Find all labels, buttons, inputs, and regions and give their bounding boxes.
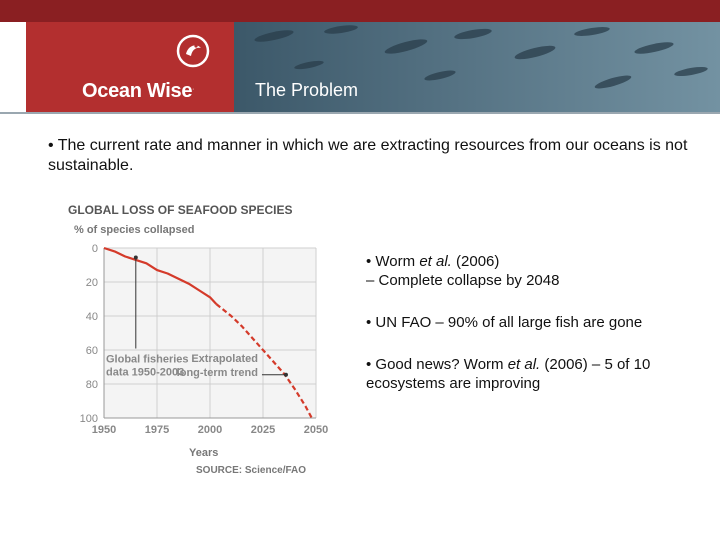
y-tick-label: 40 <box>86 311 98 323</box>
bullet-un-fao: • UN FAO – 90% of all large fish are gon… <box>366 314 643 331</box>
annotation-label: Extrapolated <box>191 353 258 365</box>
annotation-label: Global fisheries <box>106 354 189 366</box>
chart-source: SOURCE: Science/FAO <box>196 465 306 476</box>
y-tick-label: 80 <box>86 379 98 391</box>
side-bullets: • Worm et al. (2006) – Complete collapse … <box>366 252 696 416</box>
series-line <box>103 246 218 305</box>
seafood-loss-chart: GLOBAL LOSS OF SEAFOOD SPECIES % of spec… <box>68 203 328 476</box>
y-tick-label: 100 <box>80 413 98 425</box>
x-tick-label: 1950 <box>92 424 116 436</box>
y-tick-label: 0 <box>92 243 98 255</box>
x-tick-label: 2000 <box>198 424 222 436</box>
main-bullet: • The current rate and manner in which w… <box>48 137 688 174</box>
ocean-wise-logo-icon <box>176 34 210 68</box>
annotation-label: data 1950-2003 <box>106 367 184 379</box>
y-tick-label: 60 <box>86 345 98 357</box>
brand-name: Ocean Wise. <box>82 80 194 102</box>
annotation-label: long-term trend <box>177 367 258 379</box>
x-tick-label: 2050 <box>304 424 328 436</box>
chart-ylabel: % of species collapsed <box>74 224 194 236</box>
header-divider <box>0 112 720 114</box>
bullet-good-news: • Good news? Worm et al. (2006) – 5 of 1… <box>366 356 651 392</box>
top-bar <box>0 0 720 22</box>
y-tick-label: 20 <box>86 277 98 289</box>
annotation-dot <box>133 255 138 260</box>
slide-title: The Problem <box>255 80 359 100</box>
header-fish-image <box>234 22 720 112</box>
annotation-dot <box>283 372 288 377</box>
chart-title: GLOBAL LOSS OF SEAFOOD SPECIES <box>68 203 292 217</box>
x-tick-label: 2025 <box>251 424 275 436</box>
chart-xlabel: Years <box>189 447 218 459</box>
bullet-worm-collapse: • Worm et al. (2006) – Complete collapse … <box>366 253 560 289</box>
series-line <box>215 303 313 419</box>
x-tick-label: 1975 <box>145 424 169 436</box>
